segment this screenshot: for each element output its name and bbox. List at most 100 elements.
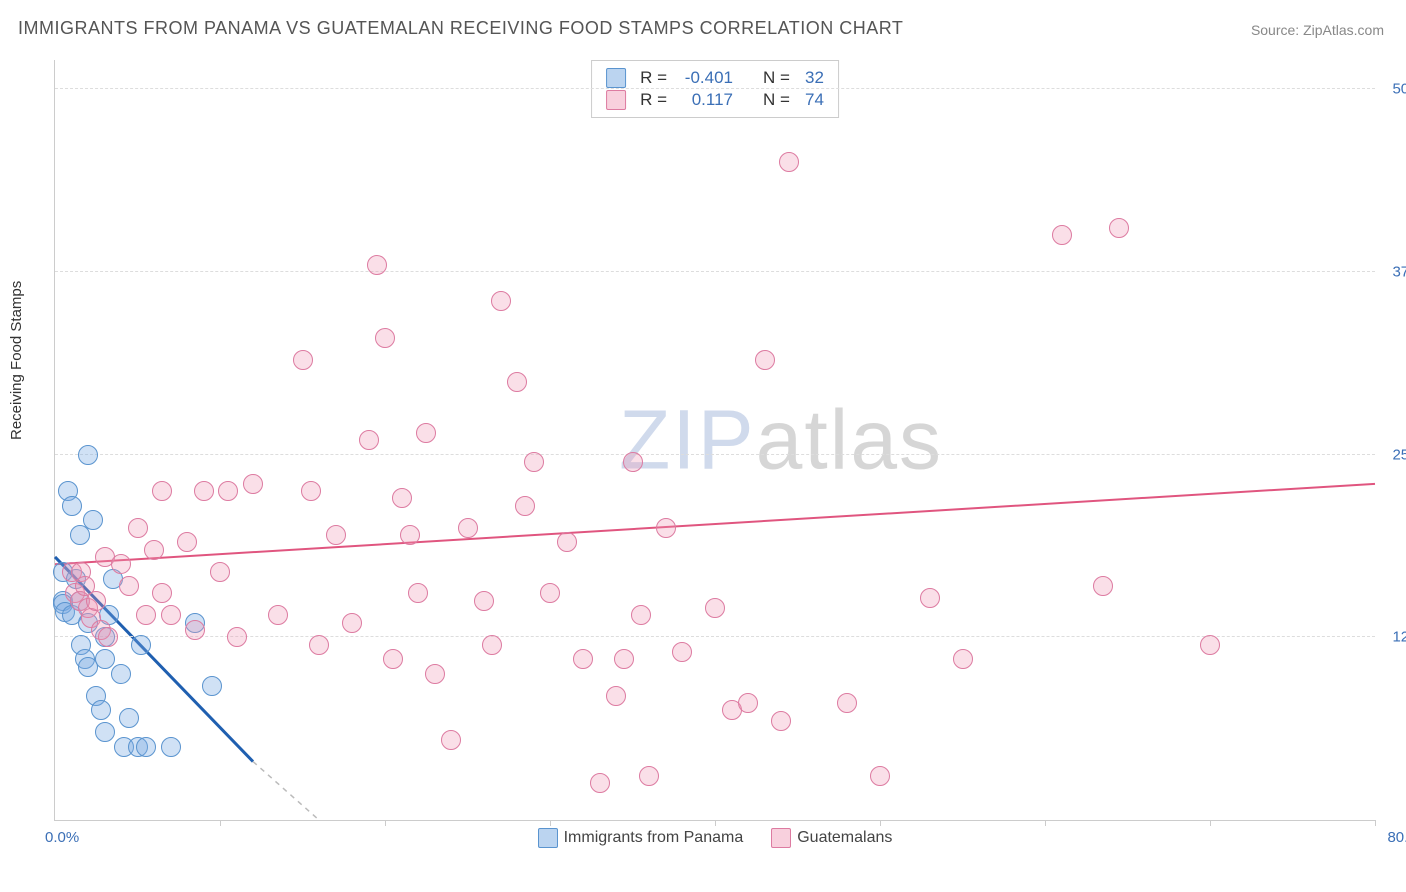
data-point-guatemalans xyxy=(86,591,106,611)
x-tick xyxy=(1210,820,1211,826)
x-tick xyxy=(880,820,881,826)
data-point-guatemalans xyxy=(136,605,156,625)
data-point-guatemalans xyxy=(1052,225,1072,245)
gridline xyxy=(55,271,1375,272)
gridline xyxy=(55,454,1375,455)
gridline xyxy=(55,88,1375,89)
source-label: Source: ZipAtlas.com xyxy=(1251,22,1384,38)
data-point-guatemalans xyxy=(194,481,214,501)
data-point-guatemalans xyxy=(573,649,593,669)
data-point-guatemalans xyxy=(293,350,313,370)
legend-swatch xyxy=(771,828,791,848)
watermark-zip: ZIP xyxy=(619,393,756,487)
data-point-guatemalans xyxy=(392,488,412,508)
data-point-guatemalans xyxy=(375,328,395,348)
watermark: ZIPatlas xyxy=(619,392,943,489)
data-point-guatemalans xyxy=(383,649,403,669)
n-value: 74 xyxy=(798,89,824,111)
n-value: 32 xyxy=(798,67,824,89)
x-tick xyxy=(550,820,551,826)
data-point-guatemalans xyxy=(1200,635,1220,655)
x-tick xyxy=(715,820,716,826)
x-tick xyxy=(1045,820,1046,826)
data-point-guatemalans xyxy=(755,350,775,370)
legend-label: Guatemalans xyxy=(797,829,892,846)
data-point-guatemalans xyxy=(515,496,535,516)
data-point-guatemalans xyxy=(614,649,634,669)
data-point-guatemalans xyxy=(185,620,205,640)
data-point-guatemalans xyxy=(590,773,610,793)
data-point-guatemalans xyxy=(408,583,428,603)
data-point-guatemalans xyxy=(416,423,436,443)
data-point-panama xyxy=(95,649,115,669)
y-tick-label: 12.5% xyxy=(1380,629,1406,646)
legend-swatch xyxy=(606,90,626,110)
data-point-panama xyxy=(83,510,103,530)
data-point-guatemalans xyxy=(1109,218,1129,238)
data-point-guatemalans xyxy=(639,766,659,786)
data-point-guatemalans xyxy=(458,518,478,538)
data-point-guatemalans xyxy=(243,474,263,494)
data-point-guatemalans xyxy=(119,576,139,596)
y-tick-label: 25.0% xyxy=(1380,446,1406,463)
data-point-guatemalans xyxy=(98,627,118,647)
r-value: -0.401 xyxy=(675,67,733,89)
data-point-guatemalans xyxy=(144,540,164,560)
data-point-guatemalans xyxy=(326,525,346,545)
data-point-guatemalans xyxy=(524,452,544,472)
r-label: R = xyxy=(640,89,667,111)
data-point-guatemalans xyxy=(491,291,511,311)
data-point-guatemalans xyxy=(111,554,131,574)
legend-swatch xyxy=(606,68,626,88)
data-point-guatemalans xyxy=(920,588,940,608)
data-point-guatemalans xyxy=(359,430,379,450)
x-tick xyxy=(385,820,386,826)
data-point-guatemalans xyxy=(400,525,420,545)
data-point-guatemalans xyxy=(540,583,560,603)
data-point-guatemalans xyxy=(128,518,148,538)
data-point-panama xyxy=(119,708,139,728)
data-point-guatemalans xyxy=(606,686,626,706)
data-point-guatemalans xyxy=(1093,576,1113,596)
r-value: 0.117 xyxy=(675,89,733,111)
data-point-guatemalans xyxy=(268,605,288,625)
r-label: R = xyxy=(640,67,667,89)
data-point-guatemalans xyxy=(474,591,494,611)
data-point-panama xyxy=(91,700,111,720)
data-point-guatemalans xyxy=(152,481,172,501)
data-point-guatemalans xyxy=(301,481,321,501)
data-point-guatemalans xyxy=(227,627,247,647)
data-point-guatemalans xyxy=(507,372,527,392)
legend-swatch xyxy=(538,828,558,848)
data-point-guatemalans xyxy=(837,693,857,713)
data-point-panama xyxy=(95,722,115,742)
n-label: N = xyxy=(763,89,790,111)
data-point-guatemalans xyxy=(623,452,643,472)
data-point-guatemalans xyxy=(705,598,725,618)
data-point-guatemalans xyxy=(441,730,461,750)
x-tick xyxy=(220,820,221,826)
data-point-guatemalans xyxy=(342,613,362,633)
data-point-guatemalans xyxy=(953,649,973,669)
data-point-guatemalans xyxy=(482,635,502,655)
data-point-guatemalans xyxy=(309,635,329,655)
trend-line xyxy=(55,484,1375,564)
x-max-label: 80.0% xyxy=(1387,829,1406,846)
data-point-panama xyxy=(161,737,181,757)
data-point-guatemalans xyxy=(771,711,791,731)
data-point-guatemalans xyxy=(367,255,387,275)
gridline xyxy=(55,636,1375,637)
data-point-guatemalans xyxy=(152,583,172,603)
data-point-panama xyxy=(62,496,82,516)
data-point-guatemalans xyxy=(738,693,758,713)
bottom-legend: Immigrants from Panama Guatemalans xyxy=(55,828,1375,848)
data-point-panama xyxy=(136,737,156,757)
data-point-guatemalans xyxy=(870,766,890,786)
legend-label: Immigrants from Panama xyxy=(564,829,744,846)
stats-row-panama: R =-0.401N =32 xyxy=(606,67,824,89)
data-point-guatemalans xyxy=(557,532,577,552)
data-point-guatemalans xyxy=(218,481,238,501)
y-axis-label: Receiving Food Stamps xyxy=(8,281,25,440)
data-point-guatemalans xyxy=(161,605,181,625)
data-point-guatemalans xyxy=(177,532,197,552)
